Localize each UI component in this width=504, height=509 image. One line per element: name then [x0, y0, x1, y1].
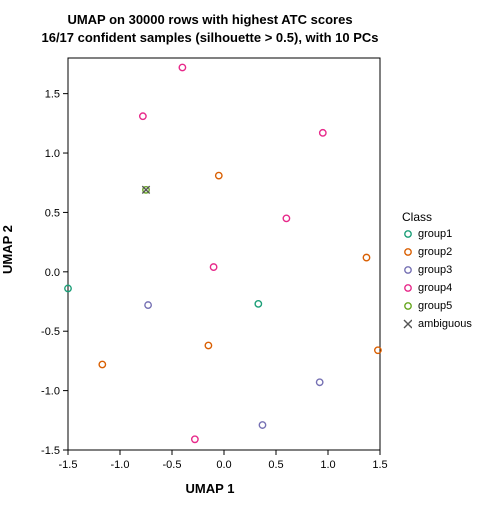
y-tick-label: -1.5 [41, 445, 60, 457]
x-tick-label: 0.0 [216, 459, 231, 471]
legend-item-group1: group1 [402, 228, 452, 240]
y-axis-label: UMAP 2 [0, 50, 20, 450]
y-tick-label: -0.5 [41, 326, 60, 338]
x-axis-label: UMAP 1 [40, 481, 380, 496]
y-tick-label: 1.5 [45, 89, 60, 101]
legend-swatch-icon [402, 265, 412, 275]
plot-border [68, 58, 380, 450]
legend-item-ambiguous: ambiguous [402, 318, 472, 330]
legend-item-group4: group4 [402, 282, 452, 294]
x-tick-label: 0.5 [268, 459, 283, 471]
legend-swatch-icon [402, 301, 412, 311]
legend-label: group2 [418, 246, 452, 258]
y-tick-label: 0.5 [45, 207, 60, 219]
legend-item-group2: group2 [402, 246, 452, 258]
y-tick-label: 1.0 [45, 148, 60, 160]
y-tick-label: -1.0 [41, 386, 60, 398]
legend-label: group4 [418, 282, 452, 294]
legend-item-group3: group3 [402, 264, 452, 276]
legend-label: group1 [418, 228, 452, 240]
x-tick-label: 1.0 [320, 459, 335, 471]
chart-container: UMAP on 30000 rows with highest ATC scor… [0, 0, 504, 504]
legend-swatch-icon [402, 229, 412, 239]
legend-label: group5 [418, 300, 452, 312]
x-tick-label: 1.5 [372, 459, 387, 471]
legend-title: Class [402, 210, 432, 224]
legend-label: group3 [418, 264, 452, 276]
x-tick-label: -1.5 [59, 459, 78, 471]
chart-title-line2: 16/17 confident samples (silhouette > 0.… [40, 30, 380, 45]
legend-swatch-icon [402, 319, 412, 329]
chart-title-line1: UMAP on 30000 rows with highest ATC scor… [40, 12, 380, 27]
legend-label: ambiguous [418, 318, 472, 330]
x-tick-label: -0.5 [163, 459, 182, 471]
legend-swatch-icon [402, 247, 412, 257]
x-tick-label: -1.0 [111, 459, 130, 471]
legend-swatch-icon [402, 283, 412, 293]
legend-item-group5: group5 [402, 300, 452, 312]
y-tick-label: 0.0 [45, 267, 60, 279]
